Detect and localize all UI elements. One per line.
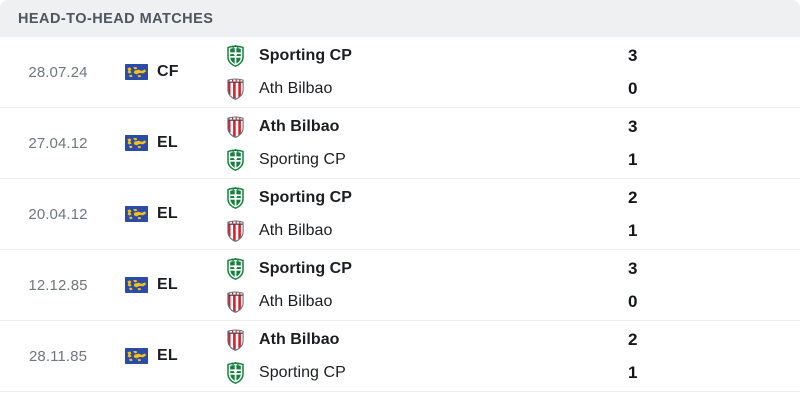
match-teams: Ath Bilbao Sporting CP (208, 115, 600, 171)
competition-code: EL (157, 276, 178, 293)
home-team-name: Sporting CP (259, 46, 352, 64)
page-title: HEAD-TO-HEAD MATCHES (18, 10, 214, 27)
away-score: 0 (628, 79, 638, 98)
away-score: 1 (628, 221, 638, 240)
away-team[interactable]: Sporting CP (225, 148, 600, 171)
home-score: 2 (628, 188, 638, 207)
away-score-line: 1 (628, 220, 800, 241)
match-row[interactable]: 12.12.85 EL Sporting CP Ath Bilbao 3 0 (0, 250, 800, 321)
athletic-bilbao-crest-icon (225, 328, 246, 351)
match-date: 28.07.24 (28, 63, 88, 81)
home-score: 3 (628, 46, 638, 65)
away-team-name: Ath Bilbao (259, 79, 333, 97)
away-team-name: Sporting CP (259, 150, 346, 168)
match-date: 20.04.12 (28, 205, 88, 223)
competition-code: EL (157, 205, 178, 222)
competition-code: EL (157, 347, 178, 364)
home-score-line: 2 (628, 187, 800, 208)
athletic-bilbao-crest-icon (225, 115, 246, 138)
match-date: 27.04.12 (28, 134, 88, 152)
athletic-bilbao-crest-icon (225, 219, 246, 242)
away-team-name: Ath Bilbao (259, 221, 333, 239)
home-team-name: Sporting CP (259, 188, 352, 206)
home-score-line: 3 (628, 45, 800, 66)
sporting-cp-crest-icon (225, 186, 246, 209)
home-score: 3 (628, 259, 638, 278)
away-score-line: 1 (628, 362, 800, 383)
away-team[interactable]: Ath Bilbao (225, 290, 600, 313)
away-score: 1 (628, 363, 638, 382)
world-map-flag-icon (125, 206, 148, 222)
away-score-line: 1 (628, 149, 800, 170)
away-team[interactable]: Ath Bilbao (225, 219, 600, 242)
home-score-line: 3 (628, 258, 800, 279)
match-row[interactable]: 27.04.12 EL Ath Bilbao Sporting CP 3 1 (0, 108, 800, 179)
away-team-name: Sporting CP (259, 363, 346, 381)
world-map-flag-icon (125, 348, 148, 364)
home-team[interactable]: Sporting CP (225, 257, 600, 280)
away-score-line: 0 (628, 78, 800, 99)
home-team-name: Ath Bilbao (259, 117, 340, 135)
away-score: 1 (628, 150, 638, 169)
match-row[interactable]: 20.04.12 EL Sporting CP Ath Bilbao 2 1 (0, 179, 800, 250)
match-date: 12.12.85 (28, 276, 88, 294)
athletic-bilbao-crest-icon (225, 77, 246, 100)
away-team[interactable]: Sporting CP (225, 361, 600, 384)
home-team-name: Ath Bilbao (259, 330, 340, 348)
match-row[interactable]: 28.11.85 EL Ath Bilbao Sporting CP 2 1 (0, 321, 800, 392)
athletic-bilbao-crest-icon (225, 290, 246, 313)
sporting-cp-crest-icon (225, 148, 246, 171)
section-header: HEAD-TO-HEAD MATCHES (0, 0, 800, 37)
match-competition: EL (116, 134, 208, 152)
match-teams: Sporting CP Ath Bilbao (208, 257, 600, 313)
away-score: 0 (628, 292, 638, 311)
away-score-line: 0 (628, 291, 800, 312)
home-team[interactable]: Sporting CP (225, 44, 600, 67)
world-map-flag-icon (125, 135, 148, 151)
match-competition: EL (116, 347, 208, 365)
home-score: 3 (628, 117, 638, 136)
match-competition: CF (116, 63, 208, 81)
away-team[interactable]: Ath Bilbao (225, 77, 600, 100)
sporting-cp-crest-icon (225, 44, 246, 67)
competition-code: CF (157, 63, 179, 80)
match-teams: Sporting CP Ath Bilbao (208, 186, 600, 242)
home-team[interactable]: Ath Bilbao (225, 328, 600, 351)
sporting-cp-crest-icon (225, 257, 246, 280)
home-team[interactable]: Ath Bilbao (225, 115, 600, 138)
match-row[interactable]: 28.07.24 CF Sporting CP Ath Bilbao 3 0 (0, 37, 800, 108)
match-competition: EL (116, 276, 208, 294)
home-team-name: Sporting CP (259, 259, 352, 277)
world-map-flag-icon (125, 64, 148, 80)
world-map-flag-icon (125, 277, 148, 293)
match-competition: EL (116, 205, 208, 223)
home-score: 2 (628, 330, 638, 349)
home-score-line: 3 (628, 116, 800, 137)
match-list: 28.07.24 CF Sporting CP Ath Bilbao 3 0 27.04.1… (0, 37, 800, 392)
sporting-cp-crest-icon (225, 361, 246, 384)
away-team-name: Ath Bilbao (259, 292, 333, 310)
home-team[interactable]: Sporting CP (225, 186, 600, 209)
match-teams: Sporting CP Ath Bilbao (208, 44, 600, 100)
match-teams: Ath Bilbao Sporting CP (208, 328, 600, 384)
competition-code: EL (157, 134, 178, 151)
home-score-line: 2 (628, 329, 800, 350)
match-date: 28.11.85 (28, 347, 88, 365)
